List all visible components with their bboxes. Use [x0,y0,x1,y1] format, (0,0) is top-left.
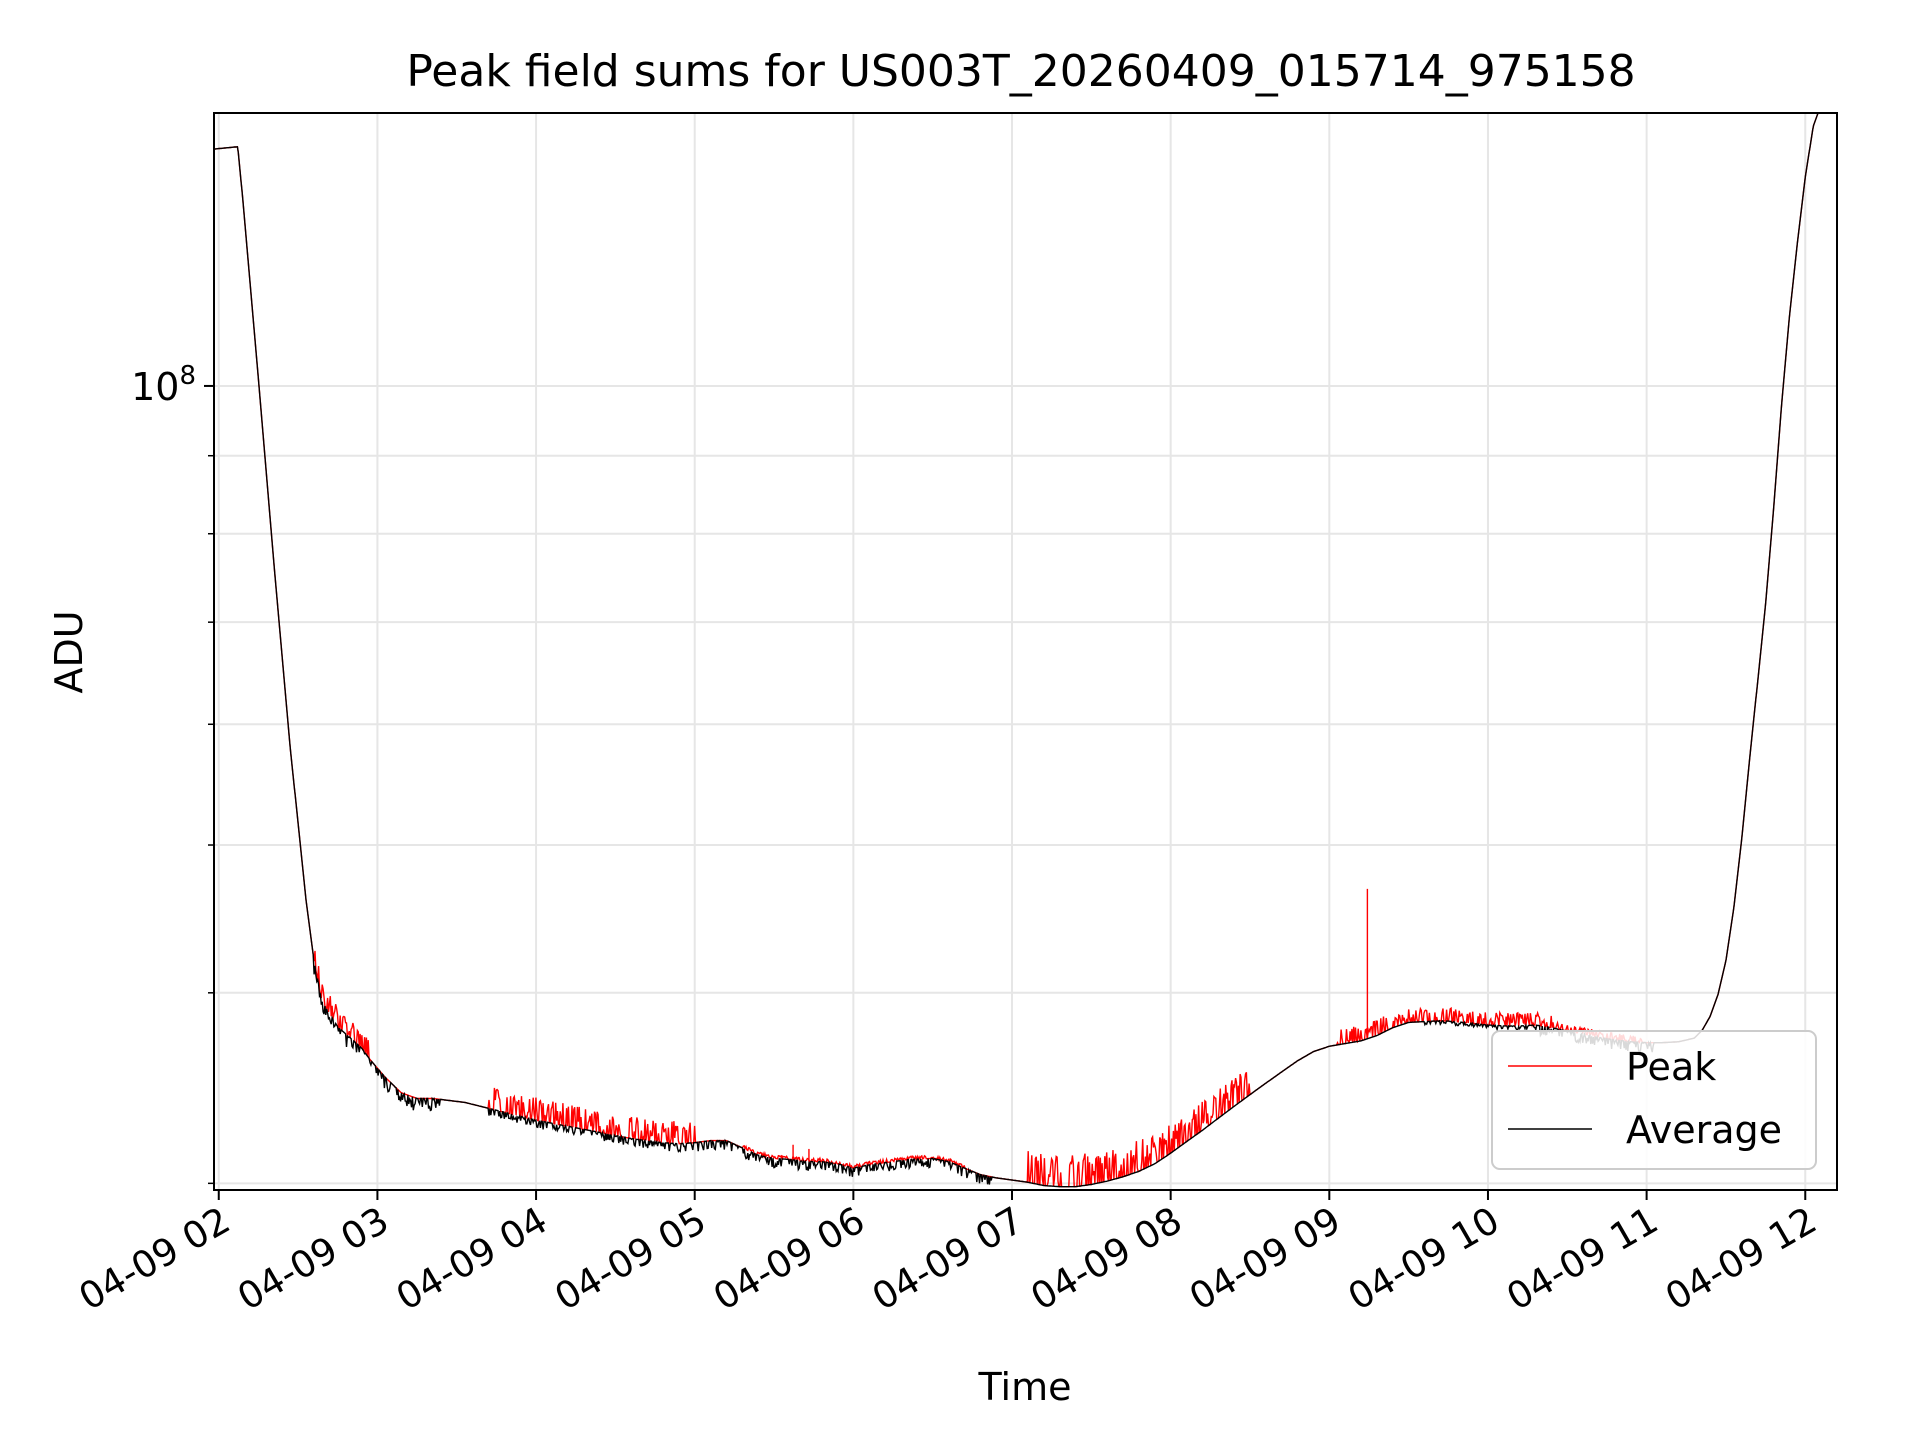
legend-average-label: Average [1626,1108,1782,1152]
y-tick-mantissa: 10 [131,365,179,409]
x-axis-label: Time [978,1365,1072,1409]
y-axis-label: ADU [47,610,91,693]
legend: Peak Average [1491,1030,1817,1170]
y-tick-exponent: 8 [179,361,196,391]
y-axis: 108 [131,361,214,1185]
y-tick-label: 108 [131,361,196,409]
chart-title: Peak field sums for US003T_20260409_0157… [406,46,1635,97]
grid [214,113,1837,1190]
legend-peak-label: Peak [1626,1045,1716,1089]
plot-frame [213,112,1838,1191]
